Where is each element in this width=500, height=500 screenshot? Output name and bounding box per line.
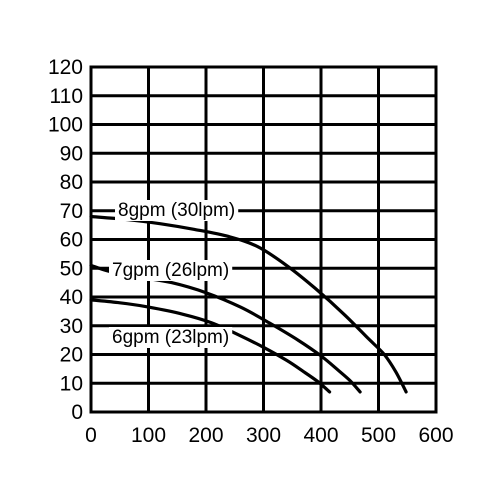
series-label: 7gpm (26lpm) bbox=[112, 260, 229, 281]
series-label: 8gpm (30lpm) bbox=[118, 200, 235, 221]
x-tick-label: 200 bbox=[188, 424, 223, 447]
x-tick-label: 100 bbox=[131, 424, 166, 447]
x-axis-ticks: 0 100 200 300 400 500 600 bbox=[85, 424, 453, 447]
series-labels: 8gpm (30lpm) 7gpm (26lpm) 6gpm (23lpm) bbox=[109, 200, 239, 348]
y-tick-label: 80 bbox=[60, 171, 83, 194]
y-axis-ticks: 0 10 20 30 40 50 60 70 80 90 100 110 120 bbox=[48, 56, 83, 424]
y-tick-label: 20 bbox=[60, 344, 83, 367]
series-label-background bbox=[109, 327, 233, 348]
grid-lines bbox=[91, 67, 436, 412]
y-tick-label: 50 bbox=[60, 257, 83, 280]
y-tick-label: 100 bbox=[48, 114, 83, 137]
x-tick-label: 400 bbox=[303, 424, 338, 447]
x-tick-label: 300 bbox=[246, 424, 281, 447]
plot-frame bbox=[89, 65, 438, 414]
series-label-background bbox=[115, 200, 239, 221]
y-tick-label: 0 bbox=[71, 401, 83, 424]
series-label-background bbox=[109, 260, 233, 281]
y-tick-label: 70 bbox=[60, 200, 83, 223]
x-tick-label: 600 bbox=[418, 424, 453, 447]
series-label: 6gpm (23lpm) bbox=[112, 327, 229, 348]
y-tick-label: 10 bbox=[60, 372, 83, 395]
y-tick-label: 120 bbox=[48, 56, 83, 79]
y-tick-label: 110 bbox=[50, 85, 83, 108]
y-tick-label: 60 bbox=[60, 229, 83, 252]
series-line bbox=[89, 214, 408, 394]
x-tick-label: 500 bbox=[361, 424, 396, 447]
y-tick-label: 90 bbox=[60, 142, 83, 165]
x-tick-label: 0 bbox=[85, 424, 97, 447]
series-line bbox=[89, 298, 332, 394]
series-layer bbox=[89, 214, 408, 394]
y-tick-label: 40 bbox=[60, 286, 83, 309]
y-tick-label: 30 bbox=[60, 315, 83, 338]
